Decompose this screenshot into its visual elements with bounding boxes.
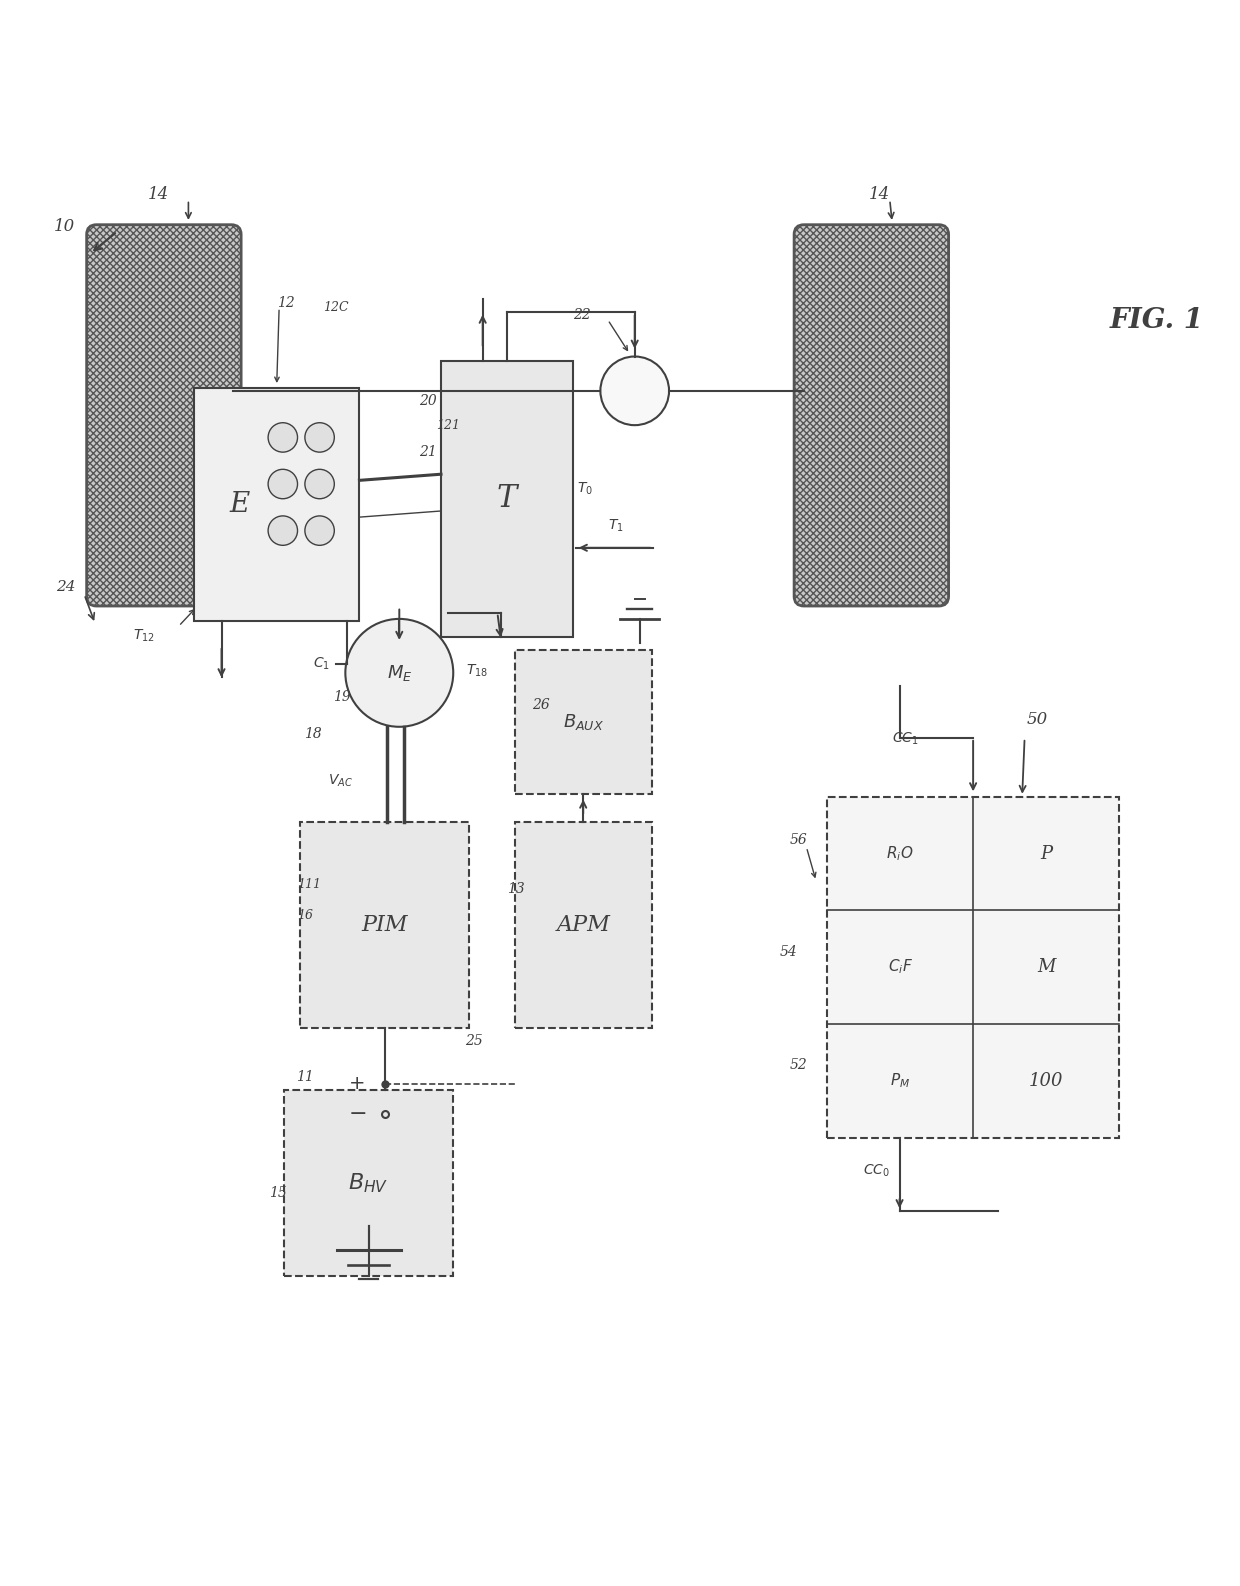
Text: 10: 10 (53, 217, 74, 235)
Text: 13: 13 (507, 882, 525, 896)
Text: 121: 121 (436, 419, 460, 431)
Text: $M_E$: $M_E$ (387, 663, 412, 684)
Text: 11: 11 (296, 1071, 314, 1085)
Circle shape (346, 619, 454, 726)
Text: $T_0$: $T_0$ (577, 481, 593, 496)
Text: 12: 12 (277, 295, 294, 309)
Text: PIM: PIM (361, 915, 408, 936)
Text: $P_M$: $P_M$ (890, 1071, 910, 1090)
Text: $T_{12}$: $T_{12}$ (134, 628, 155, 644)
Text: 12C: 12C (324, 301, 348, 314)
Text: $T_1$: $T_1$ (608, 517, 624, 534)
Text: APM: APM (557, 915, 610, 936)
Text: M: M (1037, 958, 1055, 975)
Bar (193, 389, 360, 622)
Bar (515, 650, 652, 795)
Circle shape (268, 515, 298, 546)
Text: 14: 14 (869, 186, 890, 203)
Text: 15: 15 (269, 1186, 288, 1199)
Text: $V_{AC}$: $V_{AC}$ (329, 772, 353, 788)
Bar (827, 796, 1118, 1137)
Circle shape (600, 357, 670, 425)
Bar (515, 823, 652, 1028)
Bar (284, 1090, 454, 1277)
Text: $B_{HV}$: $B_{HV}$ (348, 1170, 389, 1194)
Text: 16: 16 (298, 909, 314, 921)
Circle shape (268, 469, 298, 498)
Text: 22: 22 (573, 308, 591, 322)
Text: 14: 14 (148, 186, 169, 203)
Text: 111: 111 (298, 879, 321, 891)
Text: $C_iF$: $C_iF$ (888, 958, 913, 977)
Circle shape (305, 515, 335, 546)
Text: 24: 24 (56, 580, 76, 595)
Text: +: + (350, 1074, 366, 1093)
Text: −: − (348, 1104, 367, 1124)
Bar (300, 823, 469, 1028)
Text: $CC_0$: $CC_0$ (863, 1163, 889, 1178)
Text: 21: 21 (419, 446, 436, 458)
Text: 100: 100 (1029, 1072, 1064, 1090)
Text: $B_{AUX}$: $B_{AUX}$ (563, 712, 604, 731)
FancyBboxPatch shape (87, 225, 241, 606)
Text: 20: 20 (419, 393, 436, 408)
Text: FIG. 1: FIG. 1 (1110, 308, 1204, 335)
Text: 26: 26 (532, 698, 549, 712)
Text: 54: 54 (780, 945, 797, 960)
Circle shape (305, 423, 335, 452)
Text: 19: 19 (334, 690, 351, 704)
Text: $T_{18}$: $T_{18}$ (465, 663, 487, 679)
Text: 50: 50 (1027, 711, 1048, 728)
Text: 25: 25 (465, 1034, 484, 1048)
Text: 52: 52 (789, 1058, 807, 1072)
FancyBboxPatch shape (794, 225, 949, 606)
Text: 18: 18 (304, 726, 321, 741)
Circle shape (305, 469, 335, 498)
Text: 56: 56 (789, 833, 807, 847)
Bar (441, 360, 573, 636)
Text: T: T (497, 484, 517, 514)
Text: P: P (1040, 845, 1052, 863)
Text: $R_iO$: $R_iO$ (887, 844, 914, 863)
Text: $C_1$: $C_1$ (314, 657, 330, 672)
Text: E: E (229, 492, 250, 519)
Text: $CC_1$: $CC_1$ (893, 731, 919, 747)
Circle shape (268, 423, 298, 452)
